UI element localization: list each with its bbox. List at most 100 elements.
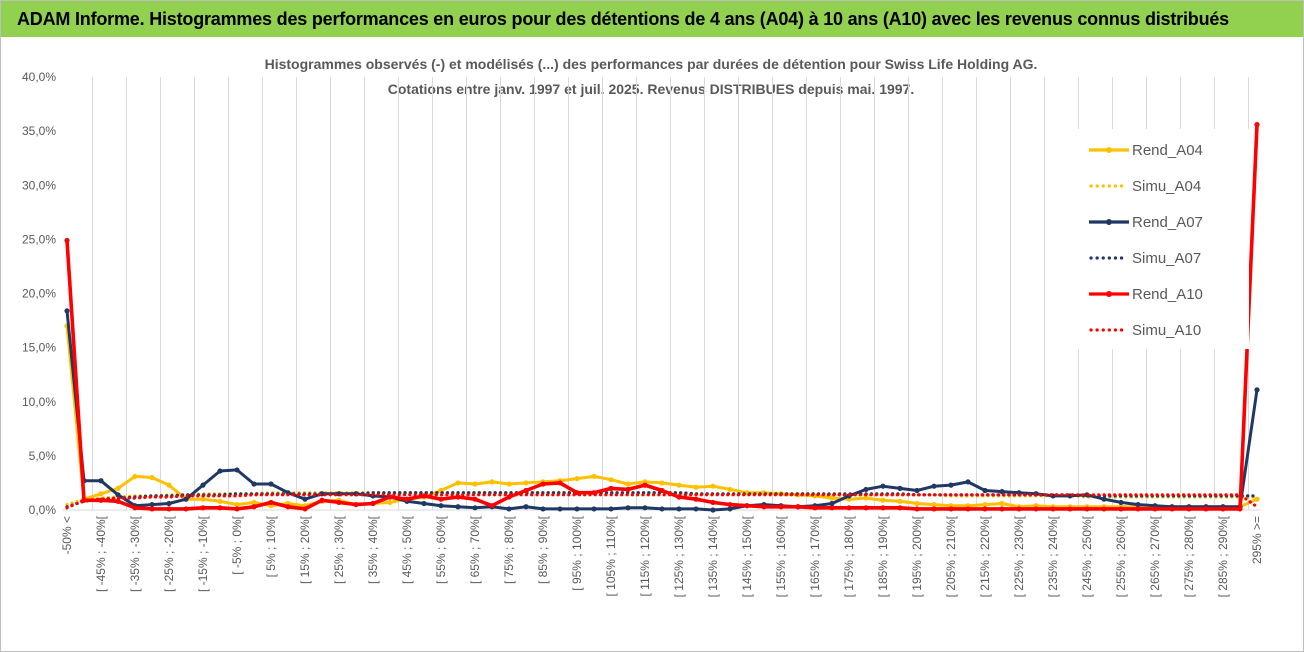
data-point (965, 479, 971, 485)
data-point (710, 507, 716, 513)
data-point (999, 500, 1005, 507)
data-point (982, 487, 988, 494)
data-point (761, 504, 767, 510)
data-point (574, 506, 580, 512)
data-point (727, 506, 733, 512)
data-point (880, 505, 886, 511)
data-point (251, 499, 257, 506)
data-point (149, 506, 155, 512)
y-tick-label: 5,0% (29, 449, 57, 463)
data-point (489, 479, 495, 485)
y-tick-label: 10,0% (22, 395, 56, 409)
x-tick-label: [ 175% ; 180%[ (842, 515, 856, 597)
x-tick-label: [ 45% ; 50%[ (400, 515, 414, 584)
data-point (1033, 506, 1039, 512)
series-Rend_A10 (64, 122, 1260, 512)
data-point (1254, 122, 1260, 128)
x-tick-label: [ 195% ; 200%[ (910, 515, 924, 597)
data-point (302, 506, 308, 512)
data-point (115, 492, 121, 498)
data-point (642, 505, 648, 511)
data-point (659, 480, 665, 486)
x-tick-label: [ 265% ; 270%[ (1148, 515, 1162, 597)
legend-label: Rend_A07 (1132, 214, 1203, 231)
data-point (863, 495, 869, 501)
x-tick-label: [ 55% ; 60%[ (434, 515, 448, 584)
data-point (1152, 506, 1158, 512)
data-point (183, 496, 189, 502)
data-point (523, 480, 529, 486)
data-point (1135, 506, 1141, 512)
data-point (931, 483, 937, 489)
data-point (200, 482, 206, 488)
data-point (132, 505, 138, 511)
data-point (472, 496, 478, 502)
data-point (1016, 506, 1022, 512)
x-tick-label: [ 75% ; 80%[ (502, 515, 516, 584)
legend-item-Rend_A10: Rend_A10 (1089, 286, 1203, 303)
data-point (880, 497, 886, 503)
data-point (251, 504, 257, 510)
x-axis: -50% < [ -45% ; -40%[[ -35% ; -30%[[ -25%… (60, 515, 1264, 597)
data-point (217, 505, 223, 511)
data-point (557, 480, 563, 486)
data-point (302, 496, 308, 502)
data-point (336, 499, 342, 506)
data-point (438, 503, 444, 509)
data-point (829, 495, 835, 501)
data-point (659, 506, 665, 512)
data-point (523, 487, 529, 494)
legend-item-Rend_A04: Rend_A04 (1089, 142, 1203, 159)
data-point (982, 506, 988, 512)
data-point (897, 485, 903, 491)
x-tick-label: [ -5% ; 0%[ (230, 515, 244, 574)
legend-label: Simu_A07 (1132, 250, 1201, 267)
x-tick-label: [ 185% ; 190%[ (876, 515, 890, 597)
data-point (234, 506, 240, 512)
data-point (540, 481, 546, 487)
data-point (1135, 501, 1141, 508)
data-point (625, 505, 631, 511)
data-point (659, 487, 665, 494)
data-point (455, 504, 461, 510)
data-point (64, 308, 70, 314)
data-point (931, 501, 937, 508)
legend-marker (1106, 147, 1112, 153)
y-tick-label: 20,0% (22, 287, 56, 301)
data-point (693, 506, 699, 512)
legend-label: Simu_A04 (1132, 178, 1201, 195)
data-point (166, 500, 172, 507)
data-point (625, 481, 631, 487)
x-tick-label: [ 285% ; 290%[ (1216, 515, 1230, 597)
y-tick-label: 30,0% (22, 178, 56, 192)
x-tick-label: [ 155% ; 160%[ (774, 515, 788, 597)
data-point (404, 496, 410, 502)
data-point (506, 481, 512, 487)
data-point (489, 503, 495, 509)
y-tick-label: 35,0% (22, 124, 56, 138)
data-point (948, 482, 954, 488)
y-tick-label: 0,0% (29, 503, 57, 517)
report-title-banner: ADAM Informe. Histogrammes des performan… (1, 1, 1303, 37)
data-point (591, 506, 597, 512)
chart-title-line-2: Cotations entre janv. 1997 et juil. 2025… (388, 81, 914, 97)
data-point (1067, 506, 1073, 512)
data-point (608, 485, 614, 491)
data-point (574, 476, 580, 482)
data-point (591, 473, 597, 480)
data-point (727, 501, 733, 508)
data-point (812, 505, 818, 511)
data-point (693, 484, 699, 490)
data-point (846, 505, 852, 511)
x-tick-label: [ 15% ; 20%[ (298, 515, 312, 584)
x-tick-label: [ 135% ; 140%[ (706, 515, 720, 597)
legend-item-Simu_A04: Simu_A04 (1089, 178, 1201, 195)
data-point (863, 486, 869, 493)
x-tick-label: [ 125% ; 130%[ (672, 515, 686, 597)
legend-label: Rend_A10 (1132, 286, 1203, 303)
data-point (829, 500, 835, 507)
data-point (999, 506, 1005, 512)
series-line (65, 493, 1259, 510)
data-point (217, 498, 223, 504)
